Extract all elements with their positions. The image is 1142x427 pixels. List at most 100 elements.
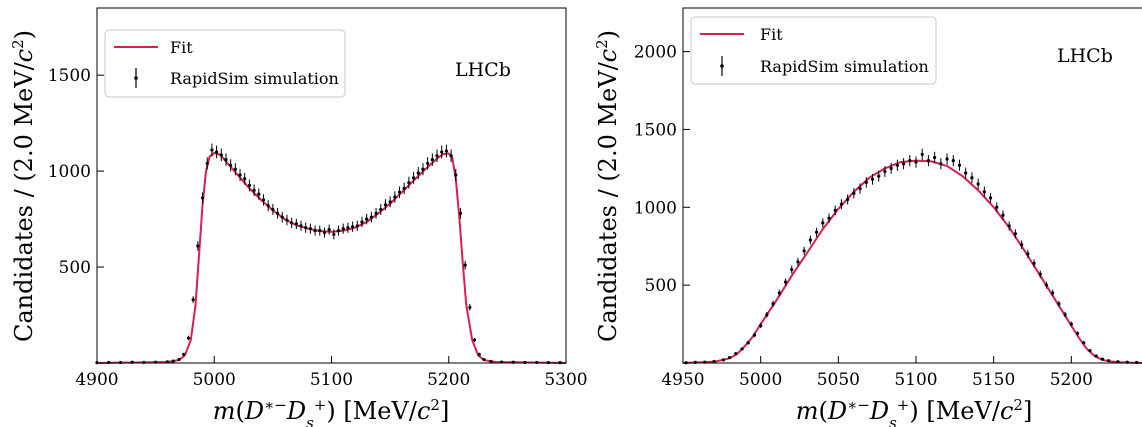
legend-fit-label: Fit xyxy=(170,38,193,57)
data-point xyxy=(360,216,364,228)
data-point xyxy=(247,179,252,192)
data-point xyxy=(261,194,266,206)
data-point xyxy=(535,360,539,365)
data-point xyxy=(426,157,430,170)
data-point xyxy=(171,359,175,363)
data-point xyxy=(196,241,200,251)
legend-data-marker xyxy=(134,76,138,80)
data-point xyxy=(523,360,527,365)
data-point xyxy=(266,200,270,212)
data-point xyxy=(346,222,350,233)
data-point xyxy=(308,223,312,234)
data-point xyxy=(411,171,416,184)
data-point xyxy=(988,192,993,204)
data-point xyxy=(827,213,831,223)
data-point xyxy=(252,184,256,197)
data-point xyxy=(304,222,308,233)
data-point xyxy=(883,166,887,177)
legend: Fit RapidSim simulation xyxy=(690,16,937,85)
data-point xyxy=(444,144,449,158)
data-point xyxy=(970,172,974,184)
data-point xyxy=(397,186,402,198)
data-point xyxy=(355,220,359,231)
data-point xyxy=(275,207,280,219)
legend-data-label: RapidSim simulation xyxy=(170,69,339,88)
data-point xyxy=(463,260,467,270)
data-point xyxy=(233,163,237,176)
data-point xyxy=(858,183,862,194)
data-point xyxy=(939,158,943,170)
x-tick-label: 5000 xyxy=(739,370,782,390)
data-point xyxy=(964,167,968,179)
data-point xyxy=(908,154,912,167)
data-point xyxy=(313,225,317,236)
data-point xyxy=(752,332,757,338)
y-tick-label: 2000 xyxy=(634,43,677,63)
x-tick-label: 5300 xyxy=(544,370,587,390)
data-point xyxy=(1082,340,1086,345)
data-point xyxy=(369,211,373,223)
axis-ticks: 4900 5000 5100 5200 5300 500 1000 1500 xyxy=(48,66,588,390)
data-point xyxy=(449,149,453,163)
data-point xyxy=(210,143,214,157)
data-point xyxy=(712,359,716,364)
data-point xyxy=(191,296,195,304)
data-point xyxy=(200,192,205,204)
data-point xyxy=(1007,221,1011,231)
data-point xyxy=(224,153,228,166)
data-point xyxy=(1032,259,1036,268)
right-chart: 4950 5000 5050 5100 5150 5200500100015002000 … xyxy=(593,7,1142,427)
data-point xyxy=(454,168,458,181)
legend-data-marker xyxy=(720,64,724,68)
data-point xyxy=(489,359,493,364)
x-axis-label: m(D∗−Ds+) [MeV/c2] xyxy=(213,396,450,427)
data-point xyxy=(477,352,481,356)
data-point xyxy=(1057,300,1061,307)
y-tick-label: 500 xyxy=(59,258,91,278)
data-point xyxy=(430,153,434,166)
data-point xyxy=(435,149,439,163)
data-point xyxy=(107,360,111,365)
data-point xyxy=(177,357,181,362)
data-point xyxy=(318,225,322,236)
y-tick-label: 1000 xyxy=(634,198,677,218)
y-tick-label: 500 xyxy=(645,276,677,296)
data-point xyxy=(393,191,397,203)
data-point xyxy=(468,304,472,311)
data-point xyxy=(777,289,781,297)
data-point xyxy=(734,352,738,356)
data-point xyxy=(219,148,223,162)
data-point xyxy=(864,177,868,188)
fit-line xyxy=(96,151,567,364)
data-point xyxy=(142,360,146,365)
y-axis-label: Candidates / (2.0 MeV/c2) xyxy=(593,30,622,342)
data-point xyxy=(341,223,345,234)
data-point xyxy=(746,340,750,345)
data-point xyxy=(759,323,763,329)
left-chart: 4900 5000 5100 5200 5300 500 1000 1500 Fit Rapi… xyxy=(9,7,588,427)
data-point xyxy=(783,278,788,286)
data-point xyxy=(1069,321,1073,327)
x-axis-label: m(D∗−Ds+) [MeV/c2] xyxy=(796,396,1033,427)
data-point xyxy=(1075,331,1080,336)
data-point xyxy=(238,168,242,181)
data-point xyxy=(957,159,962,171)
data-point xyxy=(332,229,336,240)
data-point xyxy=(280,211,284,223)
data-point xyxy=(976,178,980,190)
data-point xyxy=(416,166,420,180)
axis-ticks: 4950 5000 5050 5100 5150 5200 500 1000 1500 2000 xyxy=(634,43,1093,390)
data-point xyxy=(440,145,444,159)
data-point xyxy=(728,355,732,360)
data-point xyxy=(374,207,378,219)
data-point xyxy=(1107,359,1111,363)
data-point xyxy=(926,154,931,167)
data-point xyxy=(229,159,233,172)
lhcb-annotation: LHCb xyxy=(1057,45,1113,67)
data-point xyxy=(821,218,825,228)
y-tick-label: 1500 xyxy=(48,66,91,86)
data-point xyxy=(294,218,298,230)
data-point xyxy=(901,158,906,170)
lhcb-annotation: LHCb xyxy=(455,59,511,81)
